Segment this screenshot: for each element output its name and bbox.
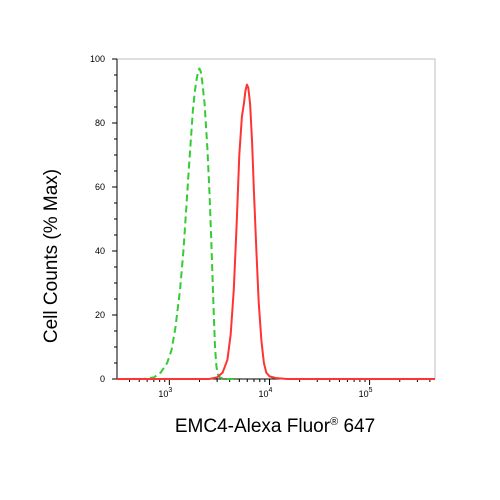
x-axis-ticks: 103 104 105 — [129, 379, 431, 399]
x-axis-title-suffix: 647 — [338, 416, 375, 437]
histogram-series-1 — [117, 67, 235, 380]
x-axis-title: EMC4-Alexa Fluor® 647 — [175, 416, 375, 437]
x-axis-title-main: EMC4-Alexa Fluor — [175, 416, 331, 437]
y-tick-label: 20 — [95, 310, 105, 320]
y-tick-label: 100 — [90, 54, 105, 64]
y-tick-label: 0 — [100, 374, 105, 384]
x-tick-label: 104 — [259, 387, 273, 399]
y-tick-label: 40 — [95, 246, 105, 256]
x-tick-label: 103 — [158, 387, 172, 399]
y-axis-title: Cell Counts (% Max) — [41, 169, 62, 343]
plot-frame — [116, 58, 436, 380]
y-tick-label: 80 — [95, 118, 105, 128]
y-tick-label: 60 — [95, 182, 105, 192]
series-layer — [117, 67, 435, 380]
x-tick-label: 105 — [359, 387, 373, 399]
x-axis-title-sup: ® — [330, 416, 338, 428]
histogram-series-2 — [117, 83, 435, 380]
y-axis-ticks: 0 20 40 60 80 100 — [90, 54, 117, 384]
